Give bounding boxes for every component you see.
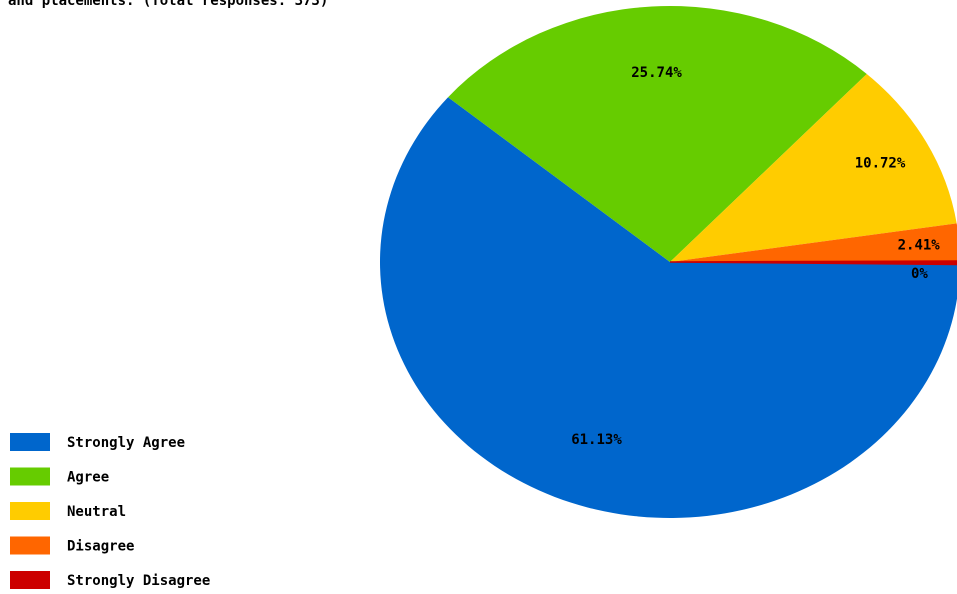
pie-slice (669, 260, 957, 266)
slice-label: 0% (911, 266, 928, 282)
pie-slice (670, 73, 957, 262)
legend-label: Agree (67, 470, 109, 486)
pie-slice (448, 5, 867, 262)
slice-label: 2.41% (898, 237, 941, 253)
legend-label: Neutral (67, 504, 126, 520)
slice-label: 25.74% (631, 65, 682, 81)
legend-label: Strongly Agree (67, 435, 185, 451)
pie-slice (670, 223, 957, 262)
legend-swatch (10, 571, 50, 589)
legend-swatch (10, 502, 50, 520)
legend-swatch (10, 467, 50, 486)
legend-label: Disagree (67, 539, 134, 555)
legend-swatch (10, 536, 50, 555)
legend-label: Strongly Disagree (67, 573, 210, 589)
slice-label: 61.13% (571, 432, 622, 448)
legend-swatch (10, 433, 50, 451)
chart-title: and placements. (Total responses: 373) (8, 0, 328, 9)
pie-slice (380, 97, 957, 518)
slice-label: 10.72% (855, 156, 906, 172)
